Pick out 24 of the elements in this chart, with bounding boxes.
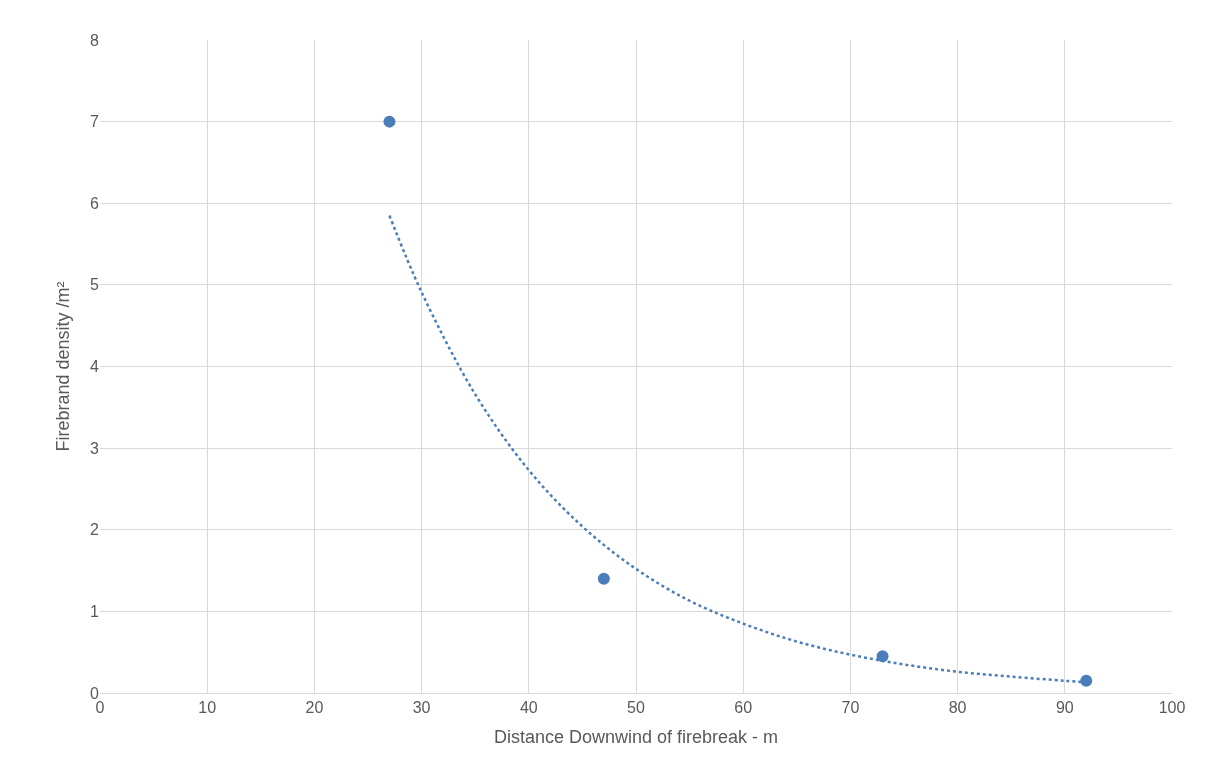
x-tick-label: 30 (412, 699, 431, 717)
x-tick-label: 60 (734, 699, 753, 717)
y-tick-label: 3 (90, 439, 100, 457)
x-tick-label: 40 (519, 699, 538, 717)
x-tick-label: 80 (948, 699, 967, 717)
point (597, 572, 610, 585)
x-axis-title: Distance Downwind of firebreak - m (493, 727, 779, 748)
x-tick-label: 10 (198, 699, 217, 717)
y-tick-label: 2 (90, 521, 100, 539)
x-tick-label: 100 (1158, 699, 1186, 717)
y-tick-label: 6 (90, 194, 100, 212)
x-tick-label: 90 (1055, 699, 1074, 717)
y-tick-label: 8 (90, 31, 100, 49)
y-tick-label: 1 (90, 602, 100, 620)
y-tick-label: 0 (90, 684, 100, 702)
x-tick-label: 20 (305, 699, 324, 717)
y-tick-label: 7 (90, 113, 100, 131)
x-tick-label: 70 (841, 699, 860, 717)
y-tick-label: 5 (90, 276, 100, 294)
point (383, 115, 396, 128)
x-tick-label: 50 (627, 699, 645, 717)
y-tick-label: 4 (90, 358, 100, 376)
y-axis-title: Firebrand density /m² (53, 281, 74, 452)
point (1080, 674, 1093, 687)
